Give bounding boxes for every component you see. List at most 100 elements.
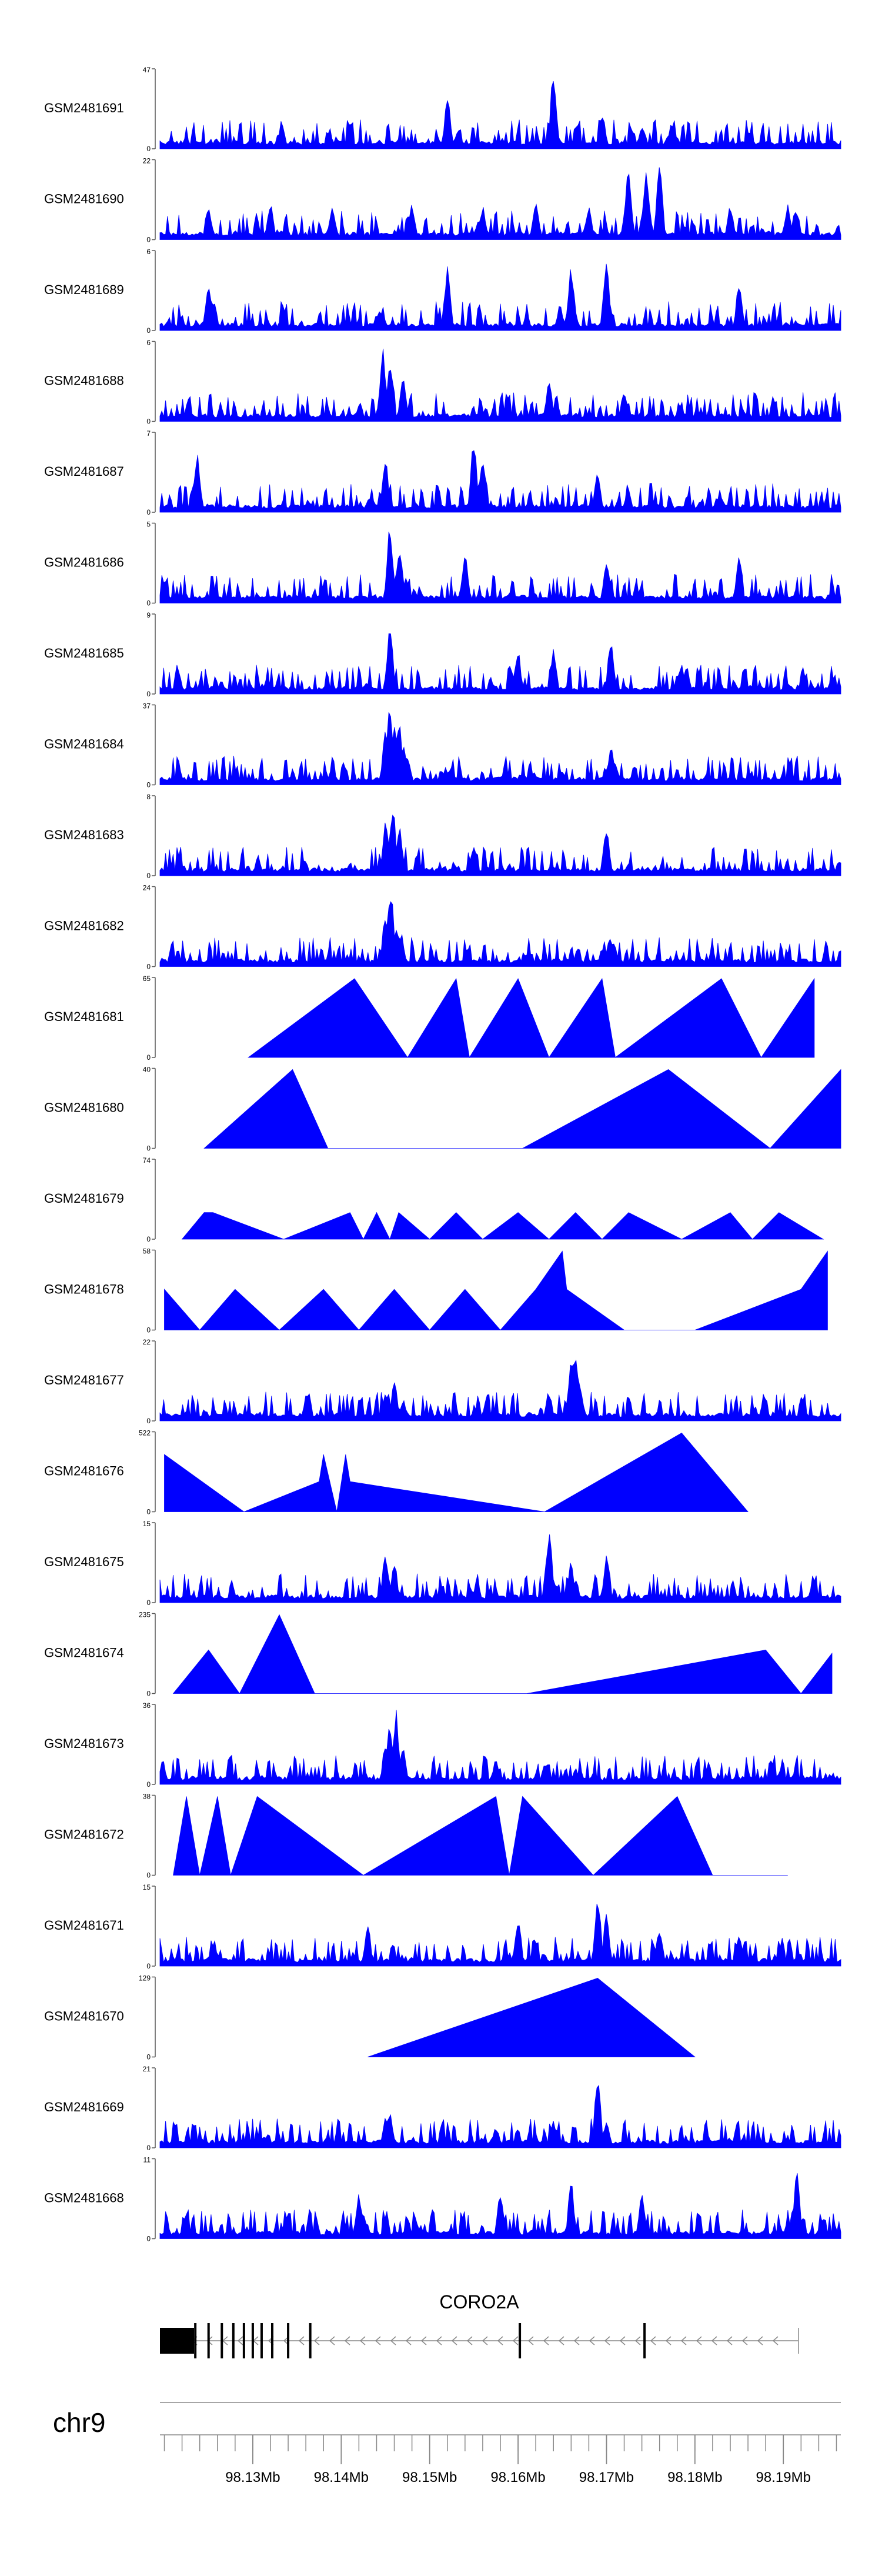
y-max-label: 21 [143,2065,151,2073]
y-max-label: 9 [146,611,151,619]
coverage-area [172,1614,833,1694]
gene-exon [519,2323,522,2358]
track-label: GSM2481690 [44,192,124,206]
y-min-label: 0 [146,236,151,244]
strand-arrow-icon [237,2336,243,2345]
track-GSM2481683: GSM2481683 8 0 [44,793,841,880]
coverage-area [173,1796,788,1876]
strand-arrow-icon [527,2336,534,2345]
coverage-area [159,1534,841,1603]
strand-arrow-icon [634,2336,641,2345]
y-min-label: 0 [146,599,151,608]
track-GSM2481678: GSM2481678 58 0 [44,1247,828,1334]
y-min-label: 0 [146,781,151,789]
track-GSM2481687: GSM2481687 7 0 [44,429,841,516]
strand-arrow-icon [741,2336,748,2345]
track-GSM2481686: GSM2481686 5 0 [44,520,841,608]
track-GSM2481670: GSM2481670 129 0 [44,1974,696,2061]
track-label: GSM2481682 [44,919,124,933]
y-max-label: 6 [146,339,151,347]
y-min-label: 0 [146,963,151,971]
coverage-area [159,901,841,967]
y-max-label: 74 [143,1156,151,1164]
track-label: GSM2481678 [44,1282,124,1297]
y-min-label: 0 [146,2235,151,2243]
strand-arrow-icon [772,2336,779,2345]
track-label: GSM2481691 [44,101,124,115]
y-min-label: 0 [146,2144,151,2152]
chromosome-label: chr9 [53,2407,105,2438]
y-max-label: 129 [139,1974,151,1983]
y-min-label: 0 [146,1417,151,1425]
track-GSM2481681: GSM2481681 65 0 [44,975,815,1062]
gene-exon [287,2323,290,2358]
track-label: GSM2481684 [44,737,124,752]
coverage-area [159,1710,841,1785]
track-label: GSM2481668 [44,2191,124,2205]
coverage-area [159,263,841,331]
track-label: GSM2481673 [44,1736,124,1751]
strand-arrow-icon [573,2336,580,2345]
coverage-area [159,450,841,513]
track-label: GSM2481679 [44,1191,124,1206]
track-GSM2481671: GSM2481671 15 0 [44,1883,841,1970]
track-GSM2481680: GSM2481680 40 0 [44,1066,841,1153]
track-label: GSM2481677 [44,1373,124,1387]
track-label: GSM2481671 [44,1918,124,1933]
gene-utr-block [160,2328,194,2354]
x-tick-label: 98.19Mb [756,2470,811,2485]
y-max-label: 38 [143,1793,151,1801]
strand-arrow-icon [466,2336,473,2345]
gene-exon [260,2323,263,2358]
y-max-label: 11 [143,2156,151,2164]
y-min-label: 0 [146,1780,151,1788]
genome-axis: chr9 98.13Mb 98.14Mb 98.15Mb 98.16Mb 98.17Mb… [53,2402,841,2485]
coverage-area [159,1904,841,1967]
y-max-label: 15 [143,1520,151,1528]
track-label: GSM2481676 [44,1464,124,1479]
y-max-label: 5 [146,520,151,529]
coverage-area [164,1432,749,1512]
gene-exon [220,2323,223,2358]
track-label: GSM2481681 [44,1009,124,1024]
strand-arrow-icon [451,2336,457,2345]
gene-exon [207,2323,210,2358]
y-min-label: 0 [146,1871,151,1880]
coverage-area [164,1250,828,1331]
y-max-label: 36 [143,1701,151,1710]
strand-arrow-icon [482,2336,488,2345]
strand-arrow-icon [650,2336,656,2345]
y-max-label: 40 [143,1066,151,1074]
y-max-label: 235 [139,1611,151,1619]
y-max-label: 6 [146,248,151,256]
track-GSM2481669: GSM2481669 21 0 [44,2065,841,2152]
track-label: GSM2481670 [44,2009,124,2024]
y-max-label: 7 [146,429,151,438]
track-GSM2481685: GSM2481685 9 0 [44,611,841,698]
track-label: GSM2481688 [44,373,124,388]
strand-arrow-icon [497,2336,503,2345]
strand-arrow-icon [512,2336,519,2345]
coverage-area [159,712,841,785]
y-min-label: 0 [146,145,151,153]
y-max-label: 8 [146,793,151,801]
y-max-label: 65 [143,975,151,983]
track-GSM2481689: GSM2481689 6 0 [44,248,841,335]
strand-arrow-icon [726,2336,733,2345]
y-min-label: 0 [146,1599,151,1607]
y-max-label: 522 [139,1429,151,1437]
gene-name-label: CORO2A [439,2291,519,2313]
track-GSM2481679: GSM2481679 74 0 [44,1156,824,1243]
coverage-area [248,977,815,1059]
y-min-label: 0 [146,2053,151,2061]
x-tick-label: 98.16Mb [490,2470,545,2485]
y-min-label: 0 [146,508,151,516]
track-label: GSM2481687 [44,464,124,479]
track-GSM2481675: GSM2481675 15 0 [44,1520,841,1607]
strand-arrow-icon [420,2336,427,2345]
strand-arrow-icon [543,2336,549,2345]
strand-arrow-icon [313,2336,320,2345]
strand-arrow-icon [329,2336,335,2345]
track-label: GSM2481683 [44,827,124,842]
strand-arrow-icon [405,2336,412,2345]
